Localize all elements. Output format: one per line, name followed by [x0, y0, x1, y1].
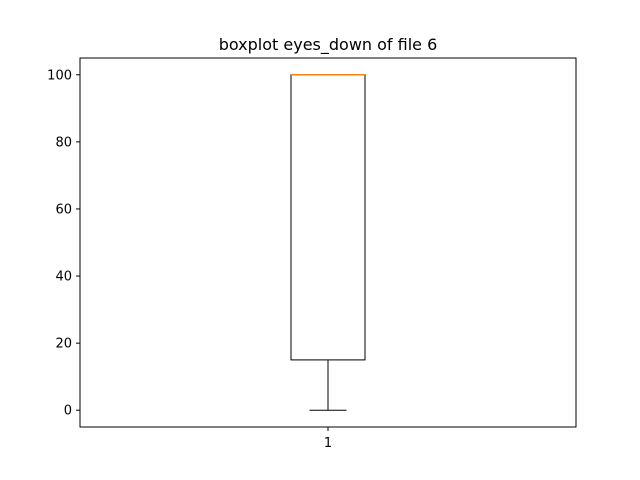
- chart-title: boxplot eyes_down of file 6: [219, 35, 438, 55]
- x-tick-label: 1: [324, 436, 332, 451]
- y-tick-label: 100: [47, 68, 72, 83]
- y-tick-label: 80: [55, 135, 72, 150]
- y-tick-label: 40: [55, 270, 72, 285]
- x-axis: 1: [324, 427, 332, 451]
- y-tick-label: 60: [55, 202, 72, 217]
- y-axis: 0 20 40 60 80 100: [47, 68, 80, 419]
- iqr-box: [290, 74, 366, 361]
- y-tick-label: 20: [55, 337, 72, 352]
- y-tick-label: 0: [64, 404, 72, 419]
- box-1: [290, 74, 366, 411]
- boxes: [290, 74, 366, 411]
